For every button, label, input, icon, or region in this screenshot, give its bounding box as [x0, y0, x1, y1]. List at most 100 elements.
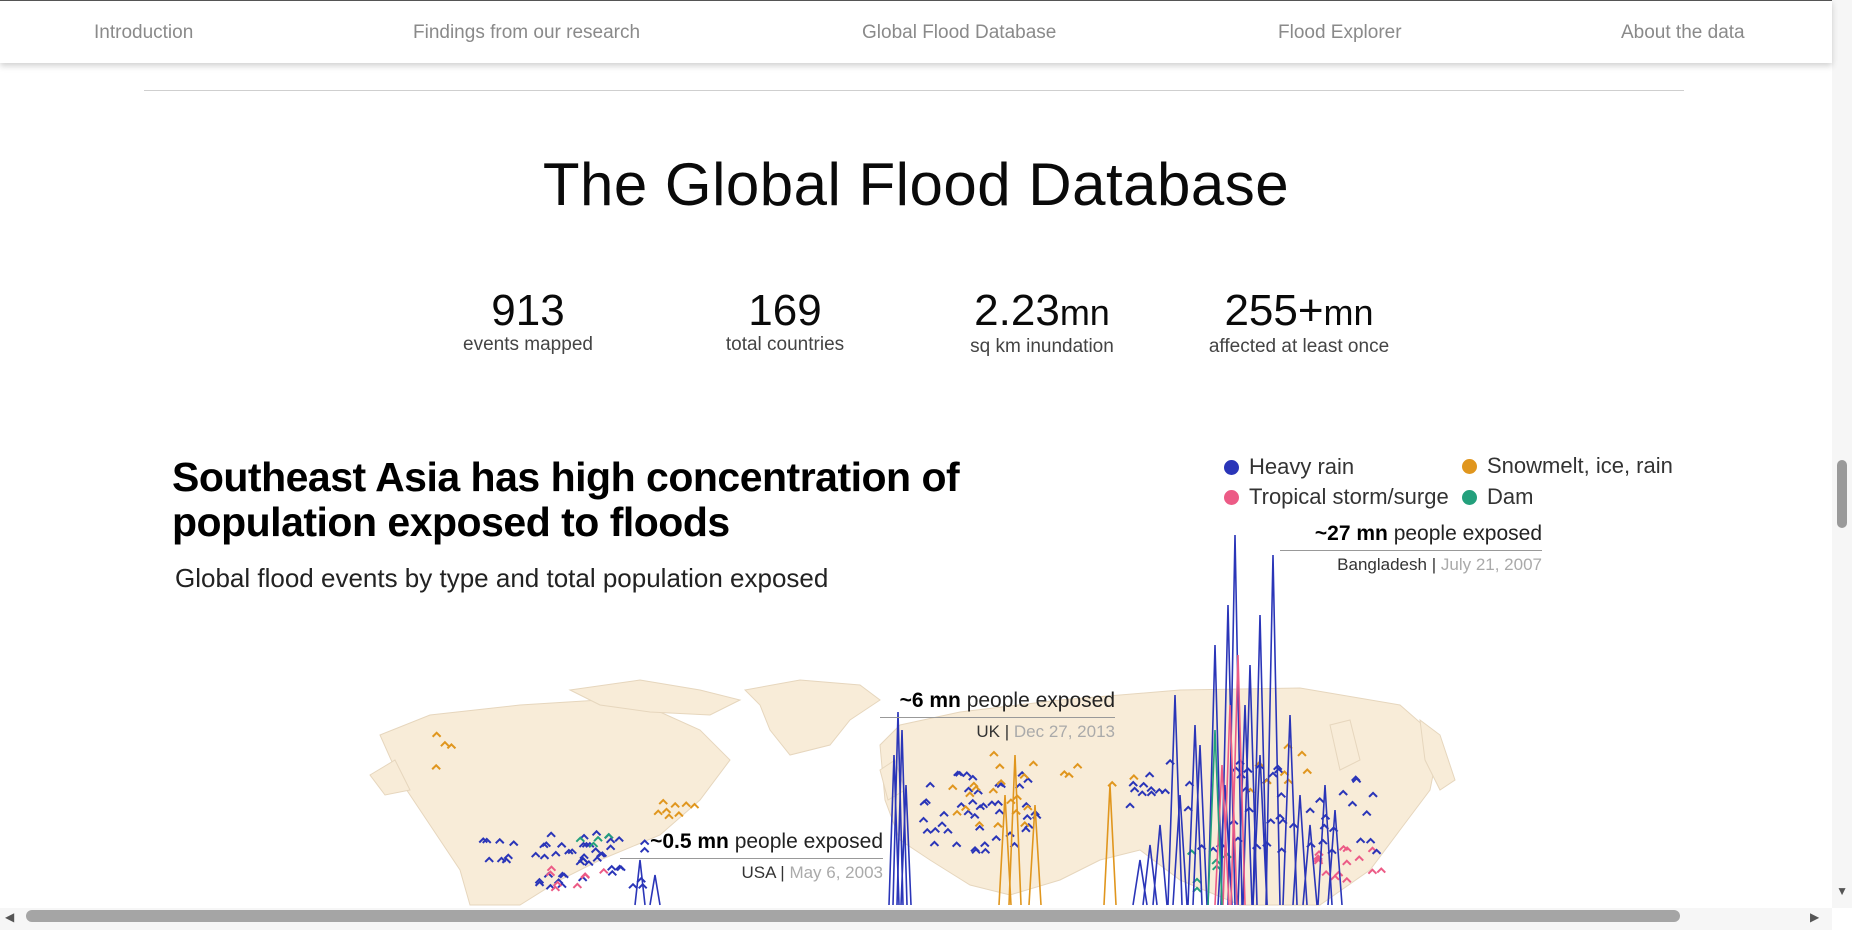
- flood-event-marker: [1297, 750, 1307, 757]
- stat-value: 2.23: [974, 286, 1060, 335]
- flood-event-marker: [943, 827, 953, 834]
- flood-event-marker: [948, 784, 958, 791]
- annotation-place: Bangladesh: [1337, 555, 1427, 574]
- flood-event-marker: [597, 851, 608, 858]
- flood-event-marker: [1072, 762, 1083, 769]
- flood-event-marker: [1144, 771, 1155, 778]
- flood-event-marker: [1276, 791, 1287, 799]
- legend-label: Dam: [1487, 484, 1534, 509]
- flood-event-marker: [431, 731, 442, 738]
- population-spike: [998, 794, 1012, 906]
- stat-affected: 255+mn affected at least once: [1189, 285, 1409, 358]
- flood-event-marker: [674, 811, 684, 818]
- scroll-right-arrow-icon[interactable]: ▶: [1810, 910, 1820, 924]
- horizontal-scrollbar-thumb[interactable]: [26, 910, 1680, 922]
- stat-label: events mapped: [463, 334, 593, 355]
- flood-event-marker: [991, 834, 1001, 842]
- legend-dot-icon: [1462, 490, 1477, 505]
- land-mass: [369, 759, 411, 796]
- flood-event-marker: [567, 848, 577, 855]
- flood-event-marker: [951, 841, 962, 848]
- flood-event-marker: [989, 750, 999, 757]
- flood-event-marker: [980, 847, 991, 854]
- section-divider: [144, 90, 1684, 91]
- nav-flood-explorer[interactable]: Flood Explorer: [1278, 22, 1402, 43]
- flood-event-marker: [1342, 846, 1352, 853]
- flood-event-marker: [1064, 771, 1074, 779]
- flood-event-marker: [1128, 780, 1138, 787]
- population-spike: [1252, 754, 1268, 906]
- flood-event-marker: [1302, 768, 1312, 775]
- flood-event-marker: [541, 841, 552, 848]
- population-spike: [1207, 729, 1223, 906]
- scroll-left-arrow-icon[interactable]: ◀: [5, 910, 15, 924]
- flood-event-marker: [1321, 869, 1331, 877]
- flood-event-marker: [1129, 774, 1139, 781]
- nav-global-flood-database[interactable]: Global Flood Database: [862, 22, 1057, 43]
- flood-event-marker: [664, 813, 674, 820]
- flood-event-marker: [614, 864, 625, 871]
- population-spike: [1142, 844, 1158, 906]
- flood-event-marker: [689, 802, 700, 809]
- population-spike: [1152, 824, 1168, 906]
- flood-event-marker: [988, 787, 999, 794]
- flood-event-marker: [534, 877, 545, 884]
- stat-label: affected at least once: [1208, 336, 1390, 357]
- flood-event-marker: [1305, 807, 1315, 814]
- flood-event-marker: [557, 882, 567, 889]
- flood-event-marker: [1028, 760, 1039, 767]
- flood-event-marker: [974, 820, 985, 828]
- flood-event-marker: [1351, 776, 1362, 784]
- population-spike: [649, 874, 661, 906]
- population-spike: [1282, 714, 1298, 906]
- stat-value: 255+: [1224, 286, 1324, 335]
- nav-introduction[interactable]: Introduction: [94, 22, 194, 43]
- flood-event-marker: [1146, 790, 1157, 797]
- flood-event-marker: [980, 841, 990, 848]
- annotation-leader-line: [620, 858, 883, 859]
- population-spike: [892, 711, 904, 906]
- legend-item-heavy-rain: Heavy rain: [1224, 454, 1354, 480]
- stat-value: 169: [748, 286, 822, 335]
- flood-event-marker: [482, 837, 492, 844]
- flood-event-marker: [551, 850, 561, 857]
- legend-label: Heavy rain: [1249, 454, 1355, 479]
- flood-event-marker: [584, 859, 594, 867]
- stat-total-countries: 169 total countries: [675, 285, 895, 356]
- flood-event-marker: [919, 799, 929, 806]
- flood-event-marker: [1138, 781, 1149, 788]
- flood-event-marker: [1315, 796, 1325, 804]
- legend-item-dam: Dam: [1462, 484, 1533, 510]
- population-spike: [1327, 809, 1343, 906]
- population-spike: [1317, 784, 1333, 906]
- population-spike: [1265, 554, 1281, 906]
- flood-event-marker: [1186, 849, 1197, 856]
- flood-event-marker: [1231, 766, 1241, 773]
- flood-event-marker: [496, 856, 507, 863]
- flood-event-marker: [484, 856, 494, 863]
- flood-event-marker: [446, 742, 457, 750]
- legend-label: Tropical storm/surge: [1249, 484, 1449, 509]
- population-spike: [1008, 754, 1022, 906]
- flood-event-marker: [1129, 786, 1140, 793]
- nav-about-the-data[interactable]: About the data: [1621, 22, 1745, 43]
- legend-label: Snowmelt, ice, rain: [1487, 453, 1673, 478]
- flood-event-marker: [607, 864, 617, 871]
- scroll-down-arrow-icon[interactable]: ▼: [1836, 884, 1848, 898]
- flood-event-marker: [971, 847, 981, 854]
- flood-event-marker: [1146, 786, 1156, 793]
- top-navigation: Introduction Findings from our research …: [0, 0, 1832, 63]
- flood-event-marker: [969, 781, 979, 788]
- legend-item-snowmelt: Snowmelt, ice, rain: [1462, 453, 1673, 479]
- stat-unit: mn: [1059, 292, 1110, 333]
- stat-label: total countries: [725, 334, 845, 355]
- vertical-scrollbar-thumb[interactable]: [1837, 460, 1847, 528]
- flood-event-marker: [922, 827, 932, 835]
- flood-event-marker: [1020, 820, 1030, 828]
- vertical-scrollbar[interactable]: [1832, 0, 1852, 908]
- nav-findings[interactable]: Findings from our research: [413, 22, 641, 43]
- legend-dot-icon: [1462, 459, 1477, 474]
- population-spike: [1028, 804, 1042, 906]
- flood-event-marker: [1211, 858, 1221, 865]
- flood-event-marker: [605, 837, 616, 844]
